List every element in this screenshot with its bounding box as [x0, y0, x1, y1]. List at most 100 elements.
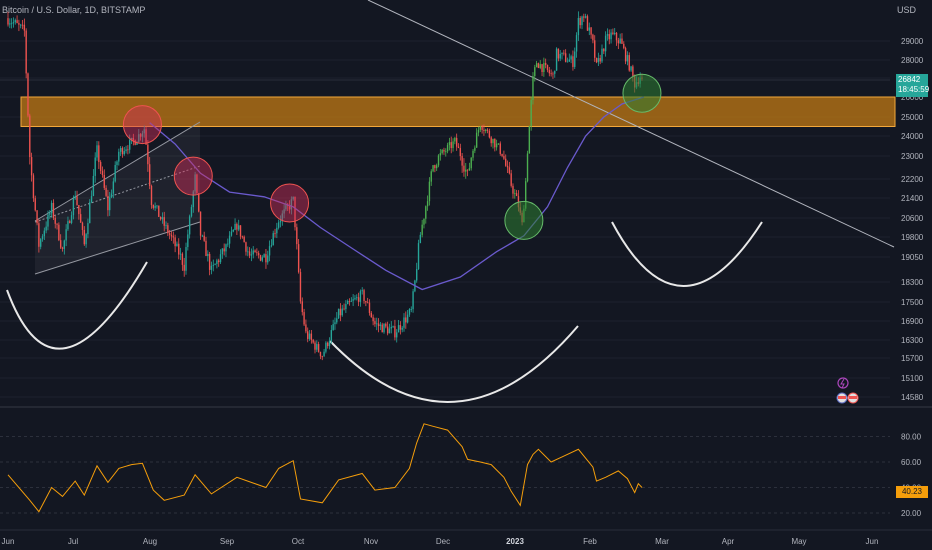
- time-tick-label: Jul: [68, 537, 78, 546]
- candle-body: [96, 145, 98, 158]
- candle-body: [248, 251, 251, 256]
- candle-body: [594, 40, 596, 58]
- candle-body: [232, 229, 234, 232]
- candle-body: [285, 205, 287, 210]
- candle-body: [20, 24, 22, 26]
- candle-body: [448, 142, 451, 146]
- candle-body: [626, 55, 629, 62]
- candle-body: [29, 115, 31, 158]
- candle-body: [56, 223, 58, 225]
- candle-body: [207, 253, 209, 256]
- candle-body: [208, 253, 211, 270]
- candle-body: [425, 206, 427, 219]
- candle-body: [343, 308, 345, 310]
- candle-body: [316, 344, 318, 350]
- candle-body: [150, 185, 153, 205]
- candle-body: [165, 225, 167, 226]
- candle-body: [346, 300, 349, 305]
- candle-body: [254, 250, 256, 253]
- time-tick-label: Feb: [583, 537, 597, 546]
- candle-body: [259, 255, 262, 261]
- price-tick-label: 18300: [901, 278, 924, 287]
- candle-body: [161, 217, 164, 220]
- candle-body: [632, 66, 634, 76]
- candle-body: [417, 243, 420, 270]
- candle-body: [584, 16, 587, 18]
- candle-body: [39, 239, 42, 247]
- candle-body: [501, 153, 503, 157]
- flag-stripe-icon: [849, 396, 857, 399]
- candle-body: [14, 20, 16, 23]
- candle-body: [481, 126, 483, 130]
- candle-body: [65, 229, 67, 241]
- candle-body: [617, 40, 620, 44]
- candle-body: [408, 309, 411, 315]
- candle-body: [70, 215, 73, 223]
- flag-stripe-icon: [838, 396, 846, 399]
- candle-body: [257, 253, 260, 256]
- candle-body: [319, 351, 322, 357]
- highlight-circle-red: [270, 183, 310, 223]
- channel-lower: [34, 221, 201, 275]
- candle-body: [332, 324, 334, 331]
- candle-body: [405, 317, 407, 323]
- candle-body: [36, 210, 38, 224]
- candle-body: [341, 308, 343, 316]
- candle-body: [459, 148, 462, 157]
- candle-body: [392, 326, 394, 327]
- candle-body: [174, 237, 176, 247]
- price-tick-label: 15700: [901, 354, 924, 363]
- time-tick-label: Dec: [436, 537, 450, 546]
- candle-body: [148, 164, 151, 186]
- candle-body: [497, 143, 500, 145]
- arc-left: [6, 261, 148, 350]
- candle-body: [21, 24, 24, 26]
- candle-body: [564, 53, 567, 62]
- candle-body: [388, 328, 391, 334]
- candle-body: [614, 32, 616, 34]
- candle-body: [396, 332, 398, 338]
- time-tick-label: Oct: [292, 537, 305, 546]
- candle-body: [370, 312, 372, 318]
- candle-body: [534, 67, 536, 76]
- candle-body: [305, 324, 307, 332]
- time-tick-label: May: [791, 537, 806, 546]
- candle-body: [50, 202, 53, 214]
- candle-body: [72, 198, 75, 216]
- candle-body: [277, 222, 280, 228]
- candle-body: [477, 129, 480, 133]
- candle-body: [557, 48, 560, 59]
- candle-body: [41, 236, 44, 240]
- candle-body: [561, 52, 563, 54]
- candle-body: [307, 331, 309, 339]
- candle-body: [198, 192, 200, 212]
- time-tick-label: Nov: [364, 537, 378, 546]
- candle-body: [624, 48, 627, 62]
- chart-icons[interactable]: [836, 377, 859, 404]
- candle-body: [154, 205, 156, 208]
- candle-body: [535, 63, 538, 68]
- candle-body: [336, 318, 338, 323]
- candle-body: [570, 56, 572, 60]
- candle-body: [299, 272, 302, 302]
- candle-body: [16, 20, 18, 23]
- candle-body: [446, 145, 449, 152]
- candle-body: [510, 173, 512, 186]
- candle-body: [437, 155, 440, 166]
- candle-body: [619, 38, 621, 44]
- candle-body: [188, 216, 191, 235]
- candle-body: [125, 149, 127, 152]
- candle-body: [548, 70, 551, 74]
- candle-body: [218, 260, 220, 263]
- candle-body: [192, 191, 194, 208]
- channel-mid: [34, 165, 201, 223]
- candle-body: [615, 32, 618, 41]
- candle-body: [574, 51, 576, 67]
- candle-body: [470, 157, 472, 169]
- candle-body: [597, 58, 600, 63]
- price-tick-label: 26000: [901, 93, 924, 102]
- candle-body: [59, 240, 62, 248]
- candle-body: [494, 138, 496, 148]
- candle-body: [212, 264, 214, 266]
